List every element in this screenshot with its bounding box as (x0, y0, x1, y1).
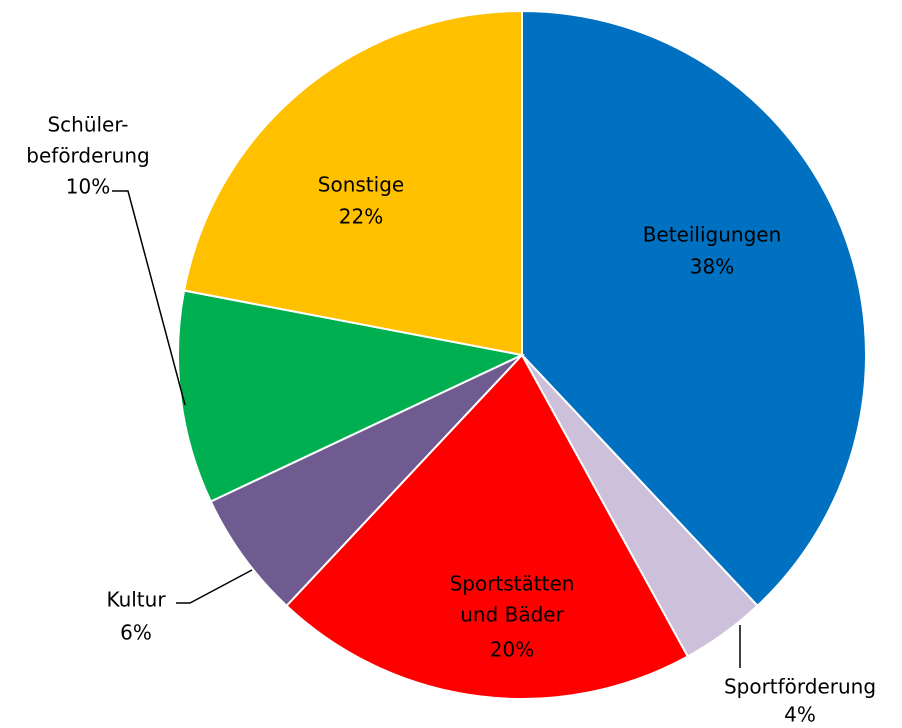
slice-value-label: 10% (66, 175, 110, 199)
pie (177, 9, 867, 700)
slice-value-label: 22% (339, 205, 383, 229)
slice-label: Schüler-beförderung (26, 112, 149, 167)
slice-label: Sportförderung (724, 675, 876, 699)
slice-value-label: 20% (490, 638, 534, 662)
pie-slice (285, 353, 690, 700)
slice-label: Beteiligungen (643, 223, 782, 247)
slice-label: Sportstätten und Bäder (450, 571, 575, 626)
slice-value-label: 38% (690, 255, 734, 279)
slice-value-label: 4% (784, 703, 816, 727)
leader-line (112, 190, 186, 406)
pie-slice (521, 9, 867, 608)
slice-label: Kultur (106, 588, 166, 612)
pie-slice (177, 289, 526, 503)
pie-slice (209, 354, 523, 608)
slice-label: Sonstige (318, 173, 404, 197)
leader-lines (112, 190, 741, 668)
pie-slice (182, 9, 523, 357)
slice-value-label: 6% (120, 621, 152, 645)
leader-line (176, 569, 253, 604)
